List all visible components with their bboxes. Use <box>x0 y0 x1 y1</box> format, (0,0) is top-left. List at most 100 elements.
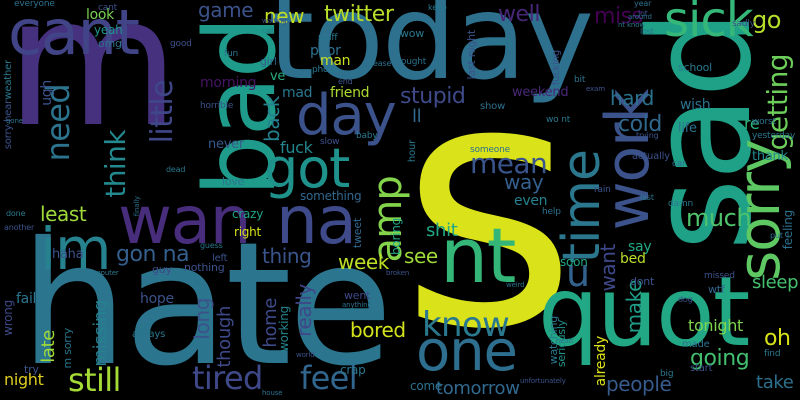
cloud-word: another <box>4 223 35 232</box>
cloud-word: tweet <box>351 218 364 249</box>
cloud-word: guess <box>200 241 223 250</box>
cloud-word: re <box>744 114 760 133</box>
cloud-word: show <box>480 101 506 112</box>
cloud-word: much <box>686 204 752 232</box>
cloud-word: world <box>296 351 315 359</box>
cloud-word: cold <box>618 112 662 137</box>
cloud-word: hour <box>407 140 418 163</box>
cloud-word: put <box>770 231 783 240</box>
cloud-word: tomorrow <box>436 378 520 399</box>
cloud-word: fuck <box>280 138 313 157</box>
cloud-word: sleep <box>752 272 799 293</box>
cloud-word: new <box>264 4 305 28</box>
cloud-word: always <box>132 329 166 340</box>
cloud-word: got <box>264 137 350 200</box>
cloud-word: fun <box>224 49 239 59</box>
cloud-word: exam <box>586 85 605 93</box>
cloud-word: unfortunately <box>520 377 566 385</box>
cloud-word: computer <box>86 269 119 277</box>
cloud-word: go <box>752 6 781 34</box>
cloud-word: haha <box>52 247 84 262</box>
cloud-word: feeling <box>781 210 795 250</box>
cloud-word: back <box>260 96 284 142</box>
cloud-word: yesterday <box>752 131 796 141</box>
cloud-word: really <box>292 284 316 337</box>
cloud-word: something <box>300 189 362 203</box>
cloud-word: want <box>596 244 620 292</box>
cloud-word: miss <box>594 4 643 29</box>
cloud-word: today <box>268 0 594 106</box>
cloud-word: people <box>606 372 672 396</box>
cloud-word: love <box>222 175 245 188</box>
cloud-word: look <box>86 7 115 23</box>
cloud-word: lost <box>640 27 654 36</box>
cloud-word: hard <box>610 86 654 110</box>
cloud-word: around <box>628 13 652 21</box>
cloud-word: last night <box>465 30 478 80</box>
cloud-word: morning <box>200 75 257 91</box>
cloud-word: shit <box>426 220 458 241</box>
cloud-word: ve <box>270 69 286 84</box>
cloud-word: wan <box>118 182 252 259</box>
cloud-word: one <box>416 319 518 384</box>
cloud-word: ll <box>412 106 422 127</box>
cloud-word: car <box>672 159 686 169</box>
cloud-word: bed <box>620 251 646 267</box>
cloud-word: weather <box>3 60 14 100</box>
cloud-word: game <box>198 0 254 22</box>
cloud-word: trying <box>636 131 659 140</box>
cloud-word: gone <box>6 117 23 125</box>
cloud-word: weekend <box>512 85 569 100</box>
cloud-word: good <box>170 39 192 49</box>
cloud-word: year <box>634 0 652 8</box>
cloud-word: crap <box>340 363 366 377</box>
cloud-word: think <box>99 130 132 198</box>
cloud-word: left <box>212 253 228 264</box>
cloud-word: na <box>276 182 357 259</box>
cloud-word: take <box>756 372 794 393</box>
cloud-word: boring <box>389 218 403 256</box>
cloud-word: big <box>660 369 674 379</box>
cloud-word: anything <box>342 301 372 309</box>
cloud-word: life <box>678 121 697 136</box>
cloud-word: little <box>145 80 180 144</box>
cloud-word: guy <box>152 263 172 276</box>
cloud-word: mad <box>282 85 313 101</box>
cloud-word: school <box>678 61 712 74</box>
cloud-word: omg <box>98 37 122 50</box>
cloud-word: everyone <box>14 0 55 9</box>
cloud-word: wish <box>680 97 711 113</box>
cloud-word: late <box>38 330 59 363</box>
cloud-word: even <box>514 193 548 209</box>
cloud-word: way <box>504 170 544 194</box>
cloud-word: missing <box>90 300 111 367</box>
cloud-word: soon <box>560 255 588 269</box>
cloud-word: going <box>690 346 750 371</box>
cloud-word: damn <box>668 199 693 209</box>
cloud-word: please <box>366 59 392 68</box>
cloud-word: house <box>262 389 283 397</box>
cloud-word: dont <box>630 275 655 288</box>
cloud-word: fucking <box>551 50 562 86</box>
cloud-word: thank <box>752 149 788 164</box>
cloud-word: actually <box>632 151 670 162</box>
cloud-word: never <box>208 137 244 152</box>
cloud-word: tired <box>192 359 263 397</box>
cloud-word: u <box>566 251 590 295</box>
cloud-word: head <box>556 337 573 345</box>
cloud-word: lot <box>638 9 648 18</box>
cloud-word: wow <box>400 27 425 40</box>
cloud-word: wrong <box>1 300 15 336</box>
cloud-word: thats <box>488 37 513 48</box>
cloud-word: stuff <box>318 33 338 43</box>
cloud-word: man <box>320 53 351 69</box>
cloud-word: someone <box>470 145 510 155</box>
cloud-word: poor <box>310 43 341 59</box>
cloud-word: find <box>764 349 781 359</box>
cloud-word: baby <box>356 131 378 141</box>
cloud-word: help <box>542 207 561 217</box>
cloud-word: gon na <box>116 242 190 267</box>
cloud-word: try <box>24 363 39 376</box>
cloud-word: hope <box>140 291 174 307</box>
